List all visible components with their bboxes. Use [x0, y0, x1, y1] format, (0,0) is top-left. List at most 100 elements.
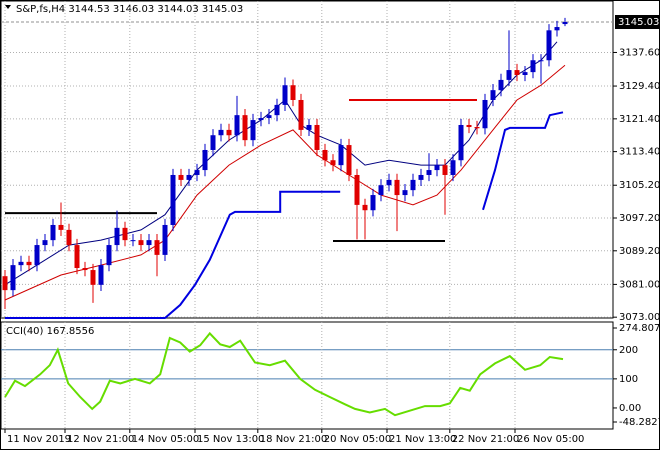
cci-title: CCI(40) 167.8556 — [6, 326, 94, 337]
candle-body — [530, 60, 536, 73]
candle-body — [298, 99, 304, 130]
candle-body — [394, 179, 400, 196]
y-tick-label: 100 — [619, 374, 638, 385]
candle-body — [410, 179, 416, 191]
candle-body — [282, 85, 288, 105]
candle-body — [458, 124, 464, 161]
candle-body — [546, 30, 552, 61]
candle-body — [418, 174, 424, 180]
candle-body — [514, 70, 520, 75]
x-tick-label: 20 Nov 05:00 — [324, 434, 391, 445]
candle-body — [42, 240, 48, 246]
candle-body — [522, 72, 528, 75]
last-price-box — [615, 15, 659, 30]
candle-body — [18, 261, 24, 266]
candle-body — [34, 245, 40, 266]
candle-body — [490, 90, 496, 100]
candle-body — [346, 145, 352, 175]
y-tick-label: 3105.20 — [619, 180, 660, 191]
y-tick-label: 3097.20 — [619, 213, 660, 224]
candle-body — [266, 115, 272, 119]
y-tick-label: 274.8075 — [619, 323, 660, 334]
candle-body — [74, 245, 80, 269]
candle-body — [194, 170, 200, 175]
candle-body — [370, 195, 376, 211]
candle-body — [90, 270, 96, 285]
candle-body — [474, 127, 480, 129]
candle-body — [114, 227, 120, 246]
chart-title: S&P,fs,H4 3144.53 3146.03 3144.03 3145.0… — [16, 4, 243, 15]
candle-body — [338, 145, 344, 166]
candle-body — [26, 261, 32, 266]
candle-body — [154, 240, 160, 255]
candle-body — [210, 135, 216, 150]
candle-body — [146, 240, 152, 246]
candle-body — [130, 240, 136, 242]
candle-body — [402, 190, 408, 196]
y-tick-label: -48.2827 — [619, 417, 660, 428]
candle-body — [426, 170, 432, 175]
x-tick-label: 21 Nov 13:00 — [389, 434, 456, 445]
candle-body — [554, 27, 560, 31]
candle-body — [306, 124, 312, 130]
candle-body — [122, 227, 128, 241]
x-tick-label: 15 Nov 13:00 — [197, 434, 264, 445]
cci-panel — [0, 321, 614, 430]
candle-body — [50, 224, 56, 241]
y-tick-label: 3121.40 — [619, 114, 660, 125]
candle-body — [234, 115, 240, 136]
candle-body — [362, 204, 368, 211]
candle-body — [138, 240, 144, 246]
candle-body — [170, 174, 176, 225]
candle-body — [562, 22, 568, 25]
x-tick-label: 11 Nov 2019 — [7, 434, 71, 445]
candle-body — [186, 174, 192, 180]
candle-body — [82, 268, 88, 271]
candle-body — [450, 160, 456, 175]
y-tick-label: 3081.00 — [619, 279, 660, 290]
y-tick-label: 3129.40 — [619, 81, 660, 92]
x-tick-label: 22 Nov 21:00 — [452, 434, 519, 445]
candle-body — [58, 224, 64, 230]
candle-body — [538, 60, 544, 62]
y-tick-label: 3113.40 — [619, 147, 660, 158]
menu-arrow[interactable] — [5, 5, 11, 9]
candle-body — [2, 276, 8, 291]
y-tick-label: 3073.00 — [619, 312, 660, 323]
candle-body — [250, 120, 256, 141]
candle-body — [202, 149, 208, 171]
candle-body — [98, 265, 104, 285]
price-panel — [0, 0, 614, 319]
candle-body — [258, 118, 264, 121]
y-tick-label: 0.00 — [619, 403, 641, 414]
candle-body — [482, 99, 488, 129]
x-tick-label: 26 Nov 05:00 — [517, 434, 584, 445]
cci-line — [4, 331, 564, 417]
x-tick-label: 18 Nov 21:00 — [260, 434, 327, 445]
y-tick-label: 3137.60 — [619, 47, 660, 58]
candle-body — [226, 129, 232, 136]
last-price-label: 3145.03 — [618, 17, 659, 28]
x-tick-label: 12 Nov 21:00 — [67, 434, 134, 445]
y-tick-label: 3089.20 — [619, 246, 660, 257]
candle-body — [178, 174, 184, 180]
indicator-line — [5, 111, 564, 319]
candle-body — [466, 124, 472, 128]
candle-body — [498, 79, 504, 91]
candle-body — [378, 185, 384, 196]
candle-body — [162, 224, 168, 255]
y-tick-label: 200 — [619, 345, 638, 356]
candle-body — [66, 229, 72, 246]
candle-body — [218, 129, 224, 136]
candle-body — [506, 70, 512, 80]
candle-body — [330, 160, 336, 166]
candle-body — [290, 85, 296, 100]
candle-body — [386, 179, 392, 186]
x-tick-label: 14 Nov 05:00 — [132, 434, 199, 445]
candle-body — [442, 165, 448, 175]
candle-body — [274, 104, 280, 116]
candle-body — [106, 245, 112, 266]
candle-body — [434, 165, 440, 171]
candle-body — [322, 149, 328, 161]
